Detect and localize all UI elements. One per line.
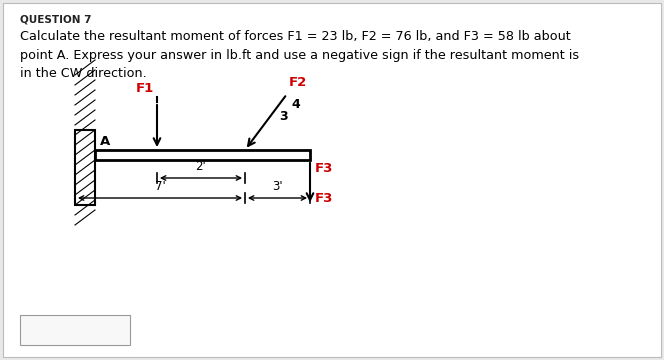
Text: 3': 3'	[272, 180, 283, 193]
Text: 2': 2'	[196, 160, 207, 173]
Bar	[75, 130, 95, 205]
Text: F3: F3	[315, 162, 333, 175]
Text: F2: F2	[289, 76, 307, 89]
Bar	[75, 130, 95, 205]
Text: F1: F1	[135, 82, 154, 95]
Text: Calculate the resultant moment of forces F1 = 23 lb, F2 = 76 lb, and F3 = 58 lb : Calculate the resultant moment of forces…	[20, 30, 579, 80]
Text: 3: 3	[279, 110, 288, 123]
Text: F3: F3	[315, 192, 333, 204]
Text: 4: 4	[291, 98, 299, 111]
Text: QUESTION 7: QUESTION 7	[20, 15, 92, 25]
Bar	[20, 315, 130, 345]
Text: 7': 7'	[155, 180, 165, 193]
Text: A: A	[100, 135, 110, 148]
Bar	[95, 150, 310, 160]
